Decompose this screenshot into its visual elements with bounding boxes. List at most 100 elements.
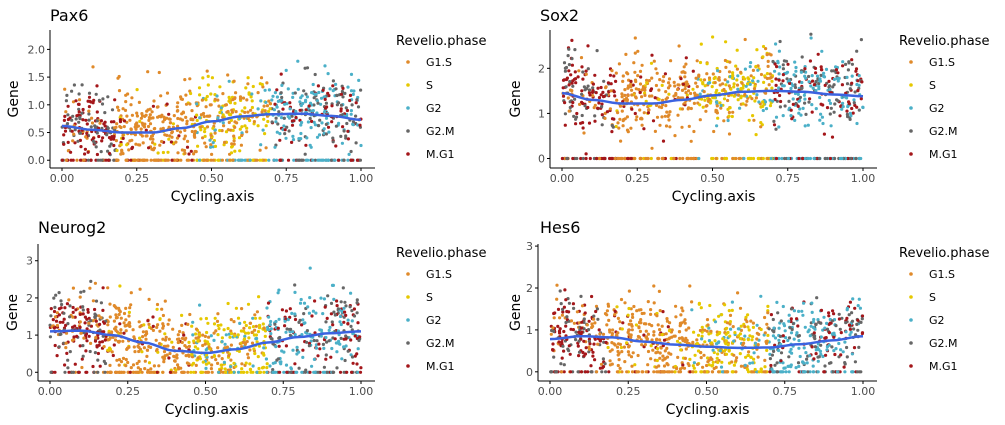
data-point: [579, 56, 584, 60]
data-point: [355, 352, 359, 356]
data-point: [667, 118, 671, 122]
data-point: [245, 340, 249, 344]
data-point: [573, 77, 578, 81]
data-point: [662, 370, 667, 374]
data-point: [601, 90, 605, 94]
data-point: [565, 315, 569, 319]
legend-key-s: [909, 83, 913, 87]
data-point: [677, 336, 682, 340]
data-point: [822, 71, 826, 75]
data-point: [768, 357, 773, 361]
data-point: [686, 107, 690, 111]
data-point: [349, 72, 354, 76]
data-point: [754, 64, 758, 69]
data-point: [638, 108, 642, 112]
data-point: [138, 347, 143, 351]
data-point: [311, 82, 315, 87]
data-point: [108, 144, 112, 148]
data-point: [284, 136, 288, 140]
data-point: [593, 119, 597, 123]
data-point: [317, 133, 322, 137]
data-point: [143, 158, 147, 162]
data-point: [663, 156, 668, 161]
data-point: [223, 342, 227, 346]
data-point: [226, 326, 230, 331]
data-point: [657, 289, 662, 293]
data-point: [825, 345, 830, 349]
data-point: [356, 370, 360, 374]
data-point: [665, 362, 669, 366]
data-point: [238, 321, 242, 325]
data-point: [617, 358, 621, 362]
legend-key-g2: [909, 106, 913, 110]
data-point: [223, 103, 227, 107]
data-point: [727, 349, 731, 353]
data-point: [646, 111, 651, 115]
data-point: [68, 315, 72, 319]
data-point: [629, 85, 633, 89]
data-point: [605, 309, 610, 313]
data-point: [224, 370, 228, 374]
data-point: [207, 335, 211, 339]
data-point: [91, 364, 95, 369]
data-point: [75, 158, 79, 162]
data-point: [774, 83, 778, 87]
data-point: [728, 334, 732, 338]
data-point: [106, 323, 110, 327]
data-point: [232, 361, 236, 365]
data-point: [563, 69, 568, 73]
data-point: [560, 356, 564, 360]
data-point: [713, 96, 717, 100]
data-point: [791, 102, 795, 106]
data-point: [237, 349, 241, 353]
data-point: [318, 347, 322, 351]
data-point: [650, 94, 654, 98]
legend-key-g2: [406, 106, 410, 110]
data-point: [749, 355, 753, 359]
data-point: [101, 286, 105, 290]
data-point: [827, 314, 831, 318]
data-point: [702, 353, 706, 357]
data-point: [798, 95, 803, 99]
data-point: [723, 58, 728, 63]
data-point: [186, 370, 190, 374]
data-point: [286, 318, 290, 322]
data-point: [683, 356, 688, 360]
data-point: [324, 158, 328, 162]
data-point: [856, 88, 860, 93]
data-point: [834, 324, 838, 328]
data-point: [205, 158, 209, 162]
data-point: [651, 119, 656, 123]
data-point: [823, 156, 827, 161]
data-point: [133, 133, 137, 137]
data-point: [113, 305, 117, 309]
data-point: [245, 98, 249, 102]
data-point: [188, 77, 192, 81]
data-point: [120, 149, 124, 153]
data-point: [180, 336, 185, 340]
data-point: [138, 119, 142, 123]
data-point: [57, 345, 61, 349]
data-point: [277, 344, 281, 348]
data-point: [298, 100, 302, 104]
data-point: [311, 158, 315, 162]
data-point: [89, 279, 93, 283]
data-point: [138, 325, 142, 329]
data-point: [298, 108, 302, 112]
data-point: [280, 308, 284, 312]
data-point: [66, 117, 70, 122]
data-point: [117, 108, 121, 112]
data-point: [335, 304, 339, 308]
data-point: [711, 35, 715, 39]
data-point: [849, 330, 853, 334]
data-point: [312, 120, 316, 124]
data-point: [790, 351, 794, 355]
data-point: [587, 339, 592, 343]
data-point: [229, 343, 233, 347]
data-point: [817, 320, 821, 324]
data-point: [246, 82, 250, 86]
data-point: [771, 317, 775, 322]
data-point: [594, 304, 599, 308]
data-point: [748, 361, 752, 365]
data-point: [638, 69, 643, 73]
